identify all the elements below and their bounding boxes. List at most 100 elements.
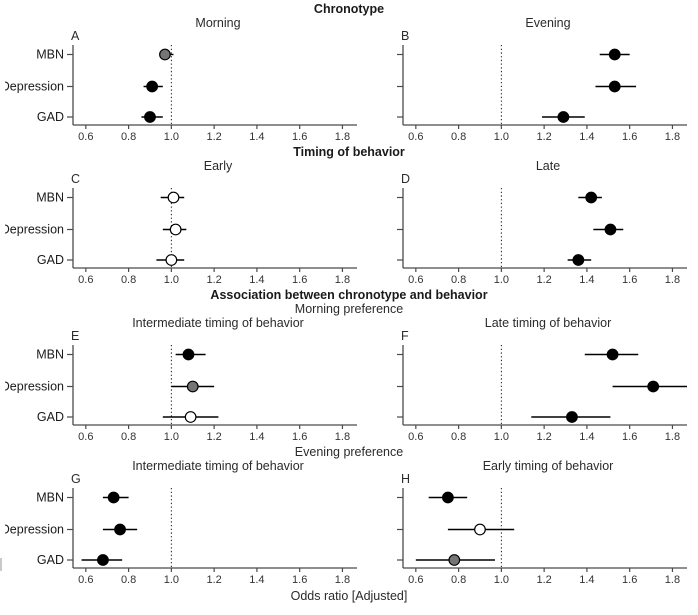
panel-row: Early C 0.6 0.8 1.0 1.2 1.4 1.6 1.8 MBN Depressi… (0, 159, 698, 284)
or-point (165, 254, 178, 266)
or-point (557, 111, 570, 123)
x-axis-label: Odds ratio [Adjusted] (290, 589, 408, 603)
x-tick-label: 0.8 (121, 431, 136, 441)
x-tick-label: 0.8 (451, 574, 466, 584)
category-label: MBN (36, 348, 64, 362)
x-tick-label: 0.8 (121, 574, 136, 584)
or-point (606, 348, 619, 361)
or-point (146, 80, 159, 93)
category-label: MBN (36, 191, 64, 205)
x-tick-label: 0.6 (78, 131, 93, 141)
section-association-evening: Evening preference Intermediate timing o… (0, 445, 698, 584)
x-tick-label: 1.6 (292, 274, 307, 284)
x-tick-label: 1.2 (206, 131, 221, 141)
panel-B: Evening B 0.6 0.8 1.0 1.2 1.4 1.6 1.8 (393, 16, 693, 141)
x-tick-label: 0.8 (121, 274, 136, 284)
forest-plot: 0.6 0.8 1.0 1.2 1.4 1.6 1.8 (393, 486, 693, 584)
category-label: Depression (5, 80, 64, 94)
x-tick-label: 1.2 (536, 431, 551, 441)
category-label: GAD (37, 410, 64, 424)
panel-letter: E (71, 329, 80, 343)
forest-plot-svg: 0.6 0.8 1.0 1.2 1.4 1.6 1.8 MBN Depression GAD (5, 45, 357, 141)
x-tick-label: 1.4 (249, 274, 264, 284)
x-tick-label: 1.0 (164, 574, 179, 584)
x-tick-label: 1.8 (335, 574, 350, 584)
x-tick-label: 1.6 (622, 431, 637, 441)
x-tick-label: 0.8 (451, 431, 466, 441)
x-tick-label: 1.6 (622, 274, 637, 284)
panel-E: Intermediate timing of behavior E 0.6 0.8… (5, 316, 363, 441)
forest-plot-svg: 0.6 0.8 1.0 1.2 1.4 1.6 1.8 (397, 45, 687, 141)
or-point (184, 411, 197, 423)
category-label: GAD (37, 110, 64, 124)
forest-plot: 0.6 0.8 1.0 1.2 1.4 1.6 1.8 (393, 186, 693, 284)
or-point (167, 191, 180, 204)
x-tick-label: 0.6 (78, 274, 93, 284)
or-point (604, 223, 617, 236)
or-point (647, 380, 660, 393)
x-tick-label: 1.0 (164, 131, 179, 141)
forest-plot: 0.6 0.8 1.0 1.2 1.4 1.6 1.8 MBN Depression GAD (5, 186, 363, 284)
x-tick-label: 0.6 (408, 574, 423, 584)
panel-letter: F (401, 329, 409, 343)
x-tick-label: 1.4 (579, 574, 594, 584)
x-tick-label: 1.8 (665, 574, 680, 584)
x-tick-label: 1.0 (494, 131, 509, 141)
or-point (107, 491, 120, 504)
panel-A: Morning A 0.6 0.8 1.0 1.2 1.4 1.6 1.8 MBN Depres… (5, 16, 363, 141)
x-tick-label: 1.2 (206, 274, 221, 284)
panel-title: Early timing of behavior (482, 459, 614, 473)
x-tick-label: 1.4 (249, 131, 264, 141)
x-tick-label: 1.8 (335, 274, 350, 284)
x-tick-label: 1.8 (665, 131, 680, 141)
forest-plot: 0.6 0.8 1.0 1.2 1.4 1.6 1.8 (393, 43, 693, 141)
panel-letter: A (71, 29, 80, 43)
left-edge-artifact (0, 558, 4, 571)
x-tick-label: 1.2 (536, 574, 551, 584)
forest-plot: 0.6 0.8 1.0 1.2 1.4 1.6 1.8 (393, 343, 693, 441)
x-tick-label: 0.6 (78, 431, 93, 441)
category-label: Depression (5, 523, 64, 537)
category-label: MBN (36, 491, 64, 505)
panel-H: Early timing of behavior H 0.6 0.8 1.0 1.2 1… (393, 459, 693, 584)
x-tick-label: 1.4 (579, 131, 594, 141)
x-tick-label: 1.8 (335, 431, 350, 441)
x-tick-label: 1.2 (536, 274, 551, 284)
or-point (182, 348, 195, 361)
x-tick-label: 1.2 (536, 131, 551, 141)
x-tick-label: 1.4 (579, 431, 594, 441)
or-point (585, 191, 598, 204)
panel-title: Morning (195, 16, 241, 30)
x-tick-label: 0.6 (408, 131, 423, 141)
x-tick-label: 1.4 (249, 431, 264, 441)
x-tick-label: 1.4 (249, 574, 264, 584)
panel-F: Late timing of behavior F 0.6 0.8 1.0 1.2 1.… (393, 316, 693, 441)
panel-title: Intermediate timing of behavior (132, 459, 304, 473)
section-subheader: Morning preference (294, 302, 404, 316)
category-label: MBN (36, 48, 64, 62)
panel-letter: D (401, 172, 411, 186)
or-point (474, 523, 486, 536)
panel-title: Intermediate timing of behavior (132, 316, 304, 330)
x-tick-label: 1.8 (335, 131, 350, 141)
x-tick-label: 1.6 (622, 574, 637, 584)
x-tick-label: 0.6 (408, 431, 423, 441)
forest-plot: 0.6 0.8 1.0 1.2 1.4 1.6 1.8 MBN Depression GAD (5, 486, 363, 584)
or-point (114, 523, 126, 536)
category-label: GAD (37, 253, 64, 267)
x-tick-label: 0.8 (451, 274, 466, 284)
section-header: Association between chronotype and behav… (210, 288, 488, 302)
forest-plot-svg: 0.6 0.8 1.0 1.2 1.4 1.6 1.8 MBN Depression GAD (5, 345, 357, 441)
x-tick-label: 1.6 (622, 131, 637, 141)
or-point (448, 554, 461, 566)
panel-row: Intermediate timing of behavior G 0.6 0.8… (0, 459, 698, 584)
forest-plot-svg: 0.6 0.8 1.0 1.2 1.4 1.6 1.8 MBN Depression GAD (5, 488, 357, 584)
panel-letter: B (401, 29, 410, 43)
or-point (97, 554, 109, 566)
or-point (566, 411, 578, 423)
x-tick-label: 1.0 (164, 274, 179, 284)
x-tick-label: 1.6 (292, 131, 307, 141)
panel-G: Intermediate timing of behavior G 0.6 0.8… (5, 459, 363, 584)
section-association-morning: Association between chronotype and behav… (0, 288, 698, 441)
x-tick-label: 0.6 (78, 574, 93, 584)
